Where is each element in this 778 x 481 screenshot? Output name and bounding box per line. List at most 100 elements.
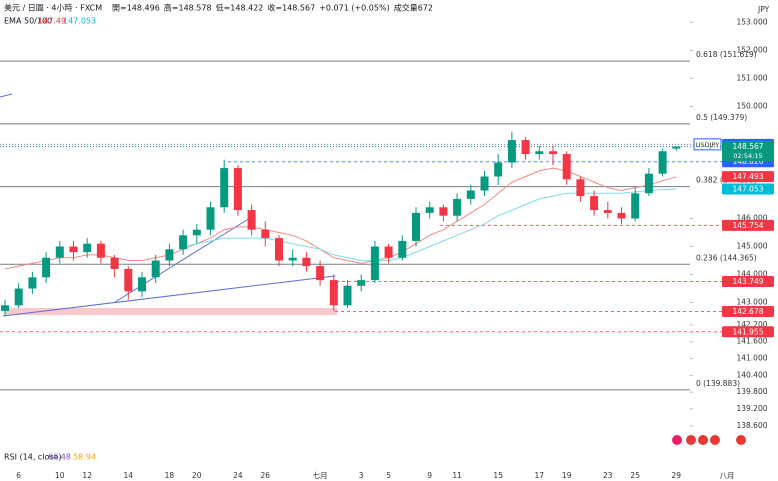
candle-body — [398, 240, 407, 258]
x-tick-label: 5 — [386, 471, 391, 480]
event-icon[interactable] — [672, 435, 682, 445]
y-tick-label: 139.800 — [736, 387, 767, 396]
price-badge-text: 142.678 — [732, 307, 763, 316]
last-price-text: 148.567 — [732, 142, 763, 151]
fib-label: 0 (139.883) — [696, 379, 740, 388]
candle-body — [55, 246, 64, 258]
candle-body — [151, 260, 160, 278]
x-tick-label: 12 — [82, 471, 92, 480]
ema-legend: EMA 50/100 — [4, 17, 52, 26]
candle-body — [370, 246, 379, 281]
y-tick-label: 153.000 — [736, 17, 767, 26]
y-tick-label: 151.000 — [736, 73, 767, 82]
trend-line — [2, 275, 336, 317]
y-tick-label: 141.000 — [736, 354, 767, 363]
x-tick-label: 25 — [630, 471, 640, 480]
candle-body — [14, 288, 23, 306]
candle-body — [507, 140, 516, 163]
candle-body — [261, 229, 270, 239]
candle-body — [302, 257, 311, 267]
candle-body — [343, 285, 352, 306]
currency: JPY — [757, 5, 770, 14]
event-icon[interactable] — [736, 435, 746, 445]
candle-body — [644, 173, 653, 194]
candle-body — [28, 277, 37, 289]
candle-body — [453, 198, 462, 216]
fib-label: 0.5 (149.379) — [696, 113, 747, 122]
candle-body — [220, 168, 229, 208]
price-badge-text: 141.955 — [732, 327, 763, 336]
candle-body — [42, 257, 51, 278]
candle-body — [549, 151, 557, 155]
event-icon[interactable] — [710, 435, 720, 445]
price-badge-text: 143.749 — [732, 277, 763, 286]
x-tick-label: 七月 — [313, 471, 328, 480]
y-tick-label: 138.600 — [736, 421, 767, 430]
x-tick-label: 6 — [16, 471, 21, 480]
candle-body — [384, 246, 393, 258]
x-tick-label: 24 — [233, 471, 243, 480]
ohlc-value: 高=148.578 — [164, 3, 212, 13]
price-badge — [722, 183, 774, 195]
y-tick-label: 144.000 — [736, 270, 767, 279]
zone — [5, 308, 337, 315]
y-tick-label: 146.000 — [736, 213, 767, 222]
x-tick-label: 9 — [427, 471, 432, 480]
rsi-legend-value: 66.48 — [48, 453, 71, 462]
price-badge — [722, 219, 774, 231]
candle-body — [603, 210, 612, 213]
candle-body — [124, 268, 133, 292]
candle-body — [535, 151, 544, 155]
candle-body — [412, 212, 420, 241]
x-tick-label: 15 — [493, 471, 503, 480]
event-icon[interactable] — [686, 435, 696, 445]
last-price-badge — [722, 141, 774, 162]
ema-line — [4, 167, 677, 270]
symbol-badge — [693, 138, 722, 151]
ema-badge-text: 147.493 — [732, 172, 763, 181]
candle-body — [165, 249, 174, 261]
price-badge-text: 145.754 — [732, 221, 763, 230]
candle-body — [96, 243, 105, 258]
x-tick-label: 26 — [261, 471, 271, 480]
candle-body — [439, 207, 448, 216]
ohlc-value: 成交量672 — [394, 3, 433, 13]
candle-body — [672, 146, 681, 149]
rsi-legend: RSI (14, close) — [4, 453, 62, 462]
candle-body — [329, 280, 338, 306]
x-tick-label: 10 — [55, 471, 65, 480]
candle-body — [110, 257, 119, 269]
candle-body — [275, 238, 283, 261]
candle-body — [480, 176, 489, 191]
candle-body — [69, 246, 78, 253]
candle-body — [617, 212, 626, 219]
candle-body — [576, 179, 585, 197]
countdown: 02:54:15 — [733, 152, 762, 160]
candle-body — [233, 168, 242, 211]
ema-legend-value: 147.49 — [38, 17, 66, 26]
chart-title: 美元 / 日圓 · 4小時 · FXCM — [4, 3, 102, 13]
y-tick-label: 143.000 — [736, 298, 767, 307]
event-icon[interactable] — [698, 435, 708, 445]
y-tick-label: 152.000 — [736, 45, 767, 54]
x-tick-label: 20 — [192, 471, 202, 480]
ohlc-value: +0.071 (+0.05%) — [319, 4, 390, 13]
candle-body — [562, 154, 571, 180]
price-badge — [722, 326, 774, 338]
event-icons[interactable] — [672, 435, 746, 445]
ema-line — [182, 188, 677, 261]
candle-body — [590, 196, 599, 211]
y-tick-label: 140.400 — [736, 370, 767, 379]
y-tick-label: 141.600 — [736, 337, 767, 346]
candle-body — [206, 207, 215, 230]
price-badge — [722, 306, 774, 318]
candle-body — [138, 277, 146, 292]
candle-body — [192, 229, 201, 236]
plot: 153.000 152.000 151.000 150.000 146.000 145.0… — [0, 17, 774, 480]
candle-body — [466, 190, 475, 199]
ema-badge-text: 147.053 — [732, 184, 763, 193]
candle-body — [631, 193, 640, 219]
x-tick-label: 17 — [535, 471, 545, 480]
candle-body — [288, 257, 297, 261]
